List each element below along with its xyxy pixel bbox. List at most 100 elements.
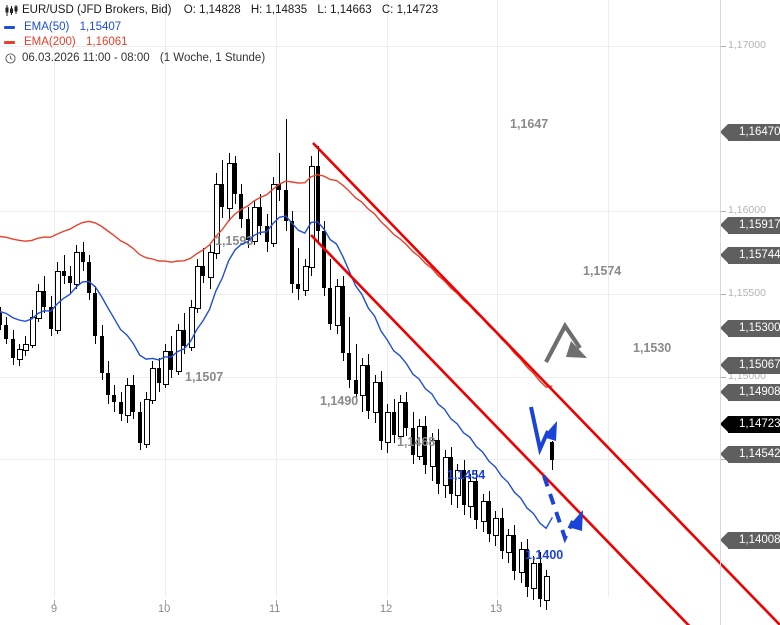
ema200-value: 1,16061: [85, 36, 128, 48]
axis-separator: [720, 0, 721, 625]
price-tag-value: 1,15300: [739, 321, 780, 334]
grid-line: [0, 211, 720, 212]
chart-header: EUR/USD (JFD Brokers, Bid) O: 1,14828 H:…: [0, 0, 780, 72]
time-tick: [54, 600, 55, 605]
candle-body-down: [10, 338, 15, 358]
price-tag-value: 1,15067: [739, 358, 780, 371]
candle-body-down: [537, 562, 542, 599]
candle-body-up: [271, 183, 278, 244]
candle-body-down: [67, 275, 72, 283]
candle-body-up: [194, 265, 201, 309]
candle-body-up: [544, 576, 551, 601]
candle-body-down: [112, 395, 117, 403]
forecast-target-label: 1,1454: [447, 468, 486, 482]
candle-body-down: [258, 207, 263, 227]
candle-body-down: [283, 190, 288, 222]
sr-level-label: 1,1593: [215, 234, 254, 248]
candle-body-up: [531, 562, 538, 589]
interval-label: (1 Woche, 1 Stunde): [159, 52, 266, 64]
candle-body-up: [309, 166, 316, 268]
ema50-label: EMA(50): [24, 21, 70, 33]
ema50-swatch: [4, 26, 15, 29]
period-row[interactable]: 06.03.2026 11:00 - 08:00 (1 Woche, 1 Stu…: [22, 52, 265, 64]
candle-body-up: [23, 344, 30, 352]
candle-body-up: [518, 549, 525, 574]
time-label: 10: [158, 603, 171, 615]
price-tag-pointer: [720, 531, 728, 548]
candle-body-down: [201, 265, 206, 276]
symbol-label: EUR/USD (JFD Brokers, Bid): [22, 4, 172, 16]
price-tag[interactable]: 1,15067: [720, 356, 780, 374]
candle-body-up: [398, 402, 405, 437]
candle-body-down: [0, 313, 2, 326]
candle-body-down: [290, 221, 295, 285]
ema50-row[interactable]: EMA(50) 1,15407: [22, 21, 121, 33]
candle-body-down: [340, 286, 345, 353]
candle-body-up: [175, 330, 182, 372]
axis-tick-label: 1,17000: [728, 39, 766, 51]
grid-line: [0, 459, 720, 460]
price-tag[interactable]: 1,16470: [720, 123, 780, 141]
candle-body-up: [188, 306, 195, 348]
price-tag[interactable]: 1,15917: [720, 216, 780, 234]
candle-body-down: [182, 330, 187, 346]
period-label: 06.03.2026 11:00 - 08:00: [22, 52, 150, 64]
candle-body-down: [296, 284, 301, 290]
candle-body-down: [105, 373, 110, 396]
candle-body-down: [99, 335, 104, 374]
price-tag[interactable]: 1,14908: [720, 383, 780, 401]
price-tag[interactable]: 1,15744: [720, 246, 780, 264]
price-tag-value: 1,14908: [739, 385, 780, 398]
candle-body-down: [131, 385, 136, 413]
candle-body-down: [550, 441, 555, 460]
chart-plot-area[interactable]: [0, 0, 720, 625]
candle-body-down: [232, 163, 237, 194]
price-tag[interactable]: 1,14008: [720, 531, 780, 549]
candle-body-down: [328, 287, 333, 324]
candle-body-down: [391, 412, 396, 435]
grid-line: [0, 46, 720, 47]
candle-body-up: [144, 398, 151, 446]
candle-body-up: [385, 412, 392, 444]
ema200-row[interactable]: EMA(200) 1,16061: [22, 36, 128, 48]
price-tag-pointer: [720, 319, 728, 336]
candle-body-up: [493, 518, 500, 536]
candle-wick: [279, 152, 280, 201]
price-tag-value: 1,14008: [739, 533, 780, 546]
candle-body-down: [499, 518, 504, 551]
price-tag-pointer: [720, 356, 728, 373]
symbol-row: EUR/USD (JFD Brokers, Bid) O: 1,14828 H:…: [22, 4, 445, 16]
candle-body-up: [55, 270, 62, 331]
price-tag[interactable]: 1,15300: [720, 319, 780, 337]
price-tag[interactable]: 1,14723: [720, 415, 780, 433]
candle-body-up: [334, 286, 341, 326]
candle-body-down: [4, 325, 9, 339]
sr-level-label: 1,1490: [320, 394, 359, 408]
candle-body-up: [150, 367, 157, 401]
ema50-value: 1,15407: [79, 21, 122, 33]
candle-body-up: [74, 251, 81, 285]
candle-body-up: [372, 381, 379, 413]
price-axis[interactable]: 1,170001,160001,155001,150001,145001,164…: [720, 0, 780, 625]
axis-tick: [721, 211, 726, 212]
axis-tick: [721, 377, 726, 378]
candle-body-down: [80, 251, 85, 263]
sr-level-label: 1,1468: [397, 435, 436, 449]
candle-body-down: [156, 367, 161, 384]
price-tag-pointer: [720, 445, 728, 462]
candle-body-up: [467, 480, 474, 507]
grid-line-vertical: [387, 0, 388, 597]
grid-line-vertical: [165, 0, 166, 597]
candle-body-down: [277, 183, 282, 191]
axis-tick: [721, 46, 726, 47]
price-tag-pointer: [720, 383, 728, 400]
price-tag-pointer: [720, 246, 728, 263]
candle-body-down: [353, 379, 358, 394]
price-tag[interactable]: 1,14542: [720, 445, 780, 463]
candle-body-down: [474, 480, 479, 520]
low-value: L: 1,14663: [317, 4, 372, 16]
candle-body-up: [29, 316, 36, 347]
candle-body-down: [48, 306, 53, 329]
time-label: 12: [380, 603, 393, 615]
